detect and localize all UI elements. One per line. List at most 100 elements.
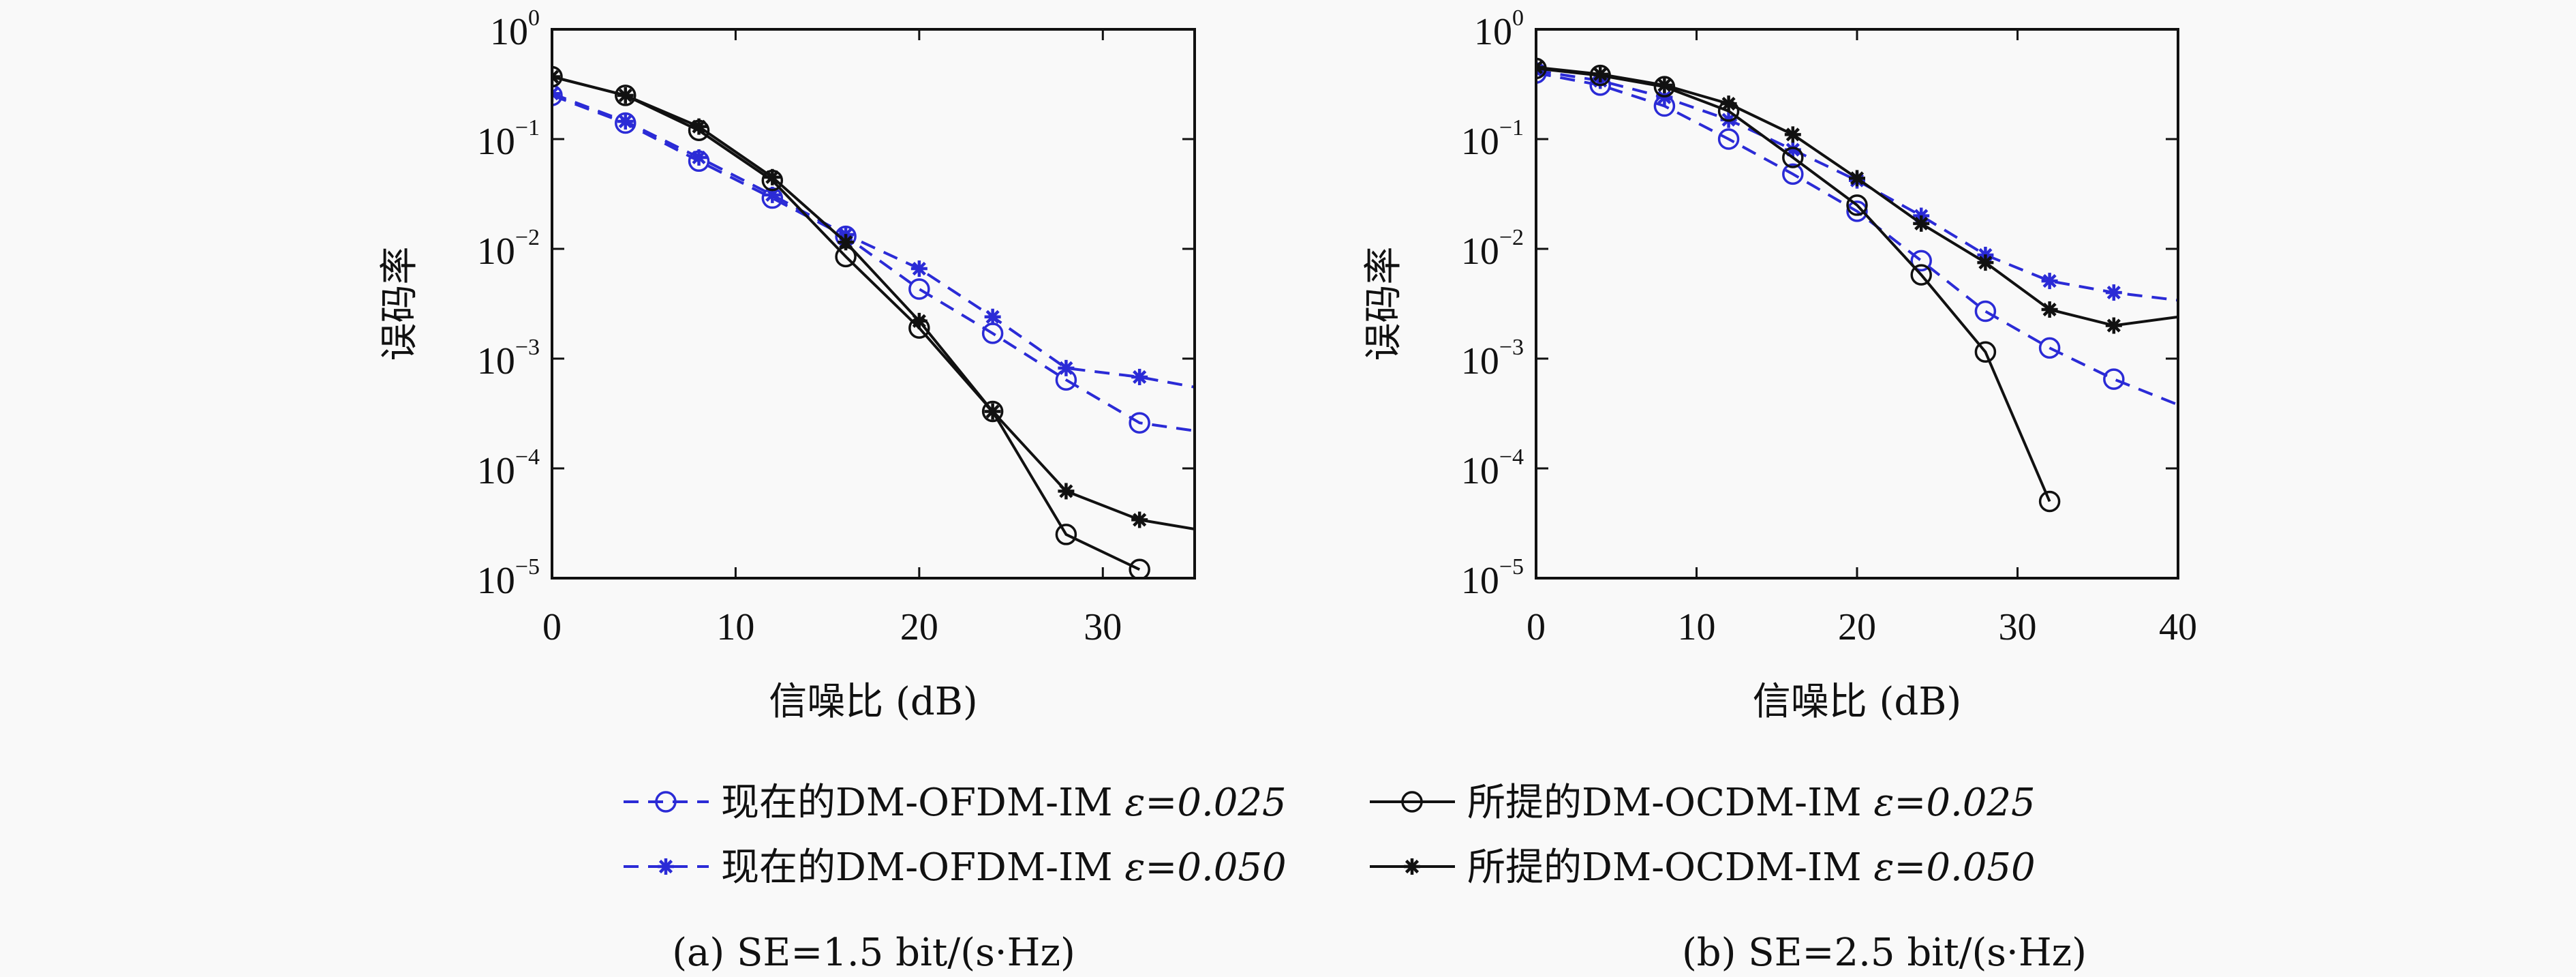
data-point-a-3-3 [764, 168, 781, 185]
y-tick-label-b-5: 10−5 [1461, 554, 1524, 602]
x-axis-label-b: 信噪比 (dB) [1753, 680, 1962, 724]
data-point-a-3-6 [984, 403, 1001, 420]
data-point-a-2-6 [981, 400, 1004, 423]
chart-b: 0 10 20 30 40 100 10−1 10−2 10−3 10−4 10−5 信噪比 (dB)… [1362, 5, 2197, 724]
x-tick-label-b-3: 30 [1999, 606, 2037, 648]
caption-b: (b) SE=2.5 bit/(s·Hz) [1682, 931, 2087, 975]
data-point-b-3-3 [1720, 95, 1737, 112]
series-line-b-1 [1536, 69, 2178, 302]
data-point-b-2-4 [1782, 147, 1804, 168]
legend-label-3: 所提的DM-OCDM-IM ε=0.050 [1467, 845, 2036, 890]
data-point-b-0-5 [1846, 200, 1868, 222]
data-point-a-1-1 [617, 113, 634, 130]
data-point-a-1-2 [690, 149, 707, 166]
x-tick-label-b-2: 20 [1838, 606, 1876, 648]
data-point-a-0-0 [552, 85, 563, 106]
legend-label-1: 所提的DM-OCDM-IM ε=0.025 [1467, 781, 2036, 825]
data-point-b-3-1 [1592, 65, 1609, 82]
caption-a: (a) SE=1.5 bit/(s·Hz) [672, 931, 1075, 975]
data-point-a-3-1 [617, 87, 634, 104]
data-point-b-1-9 [2105, 284, 2122, 301]
data-point-a-3-8 [1131, 511, 1148, 528]
plot-frame-b [1535, 28, 2179, 580]
legend-item-3: 所提的DM-OCDM-IM ε=0.050 [1370, 845, 2036, 890]
series-line-b-0 [1536, 72, 2178, 406]
data-point-a-0-5 [908, 278, 930, 300]
x-tick-label-a-3: 30 [1084, 606, 1122, 648]
data-point-b-3-9 [2105, 317, 2122, 334]
y-axis-label-b: 误码率 [1362, 247, 1406, 361]
data-point-b-0-8 [2038, 337, 2061, 359]
y-tick-label-a-4: 10−4 [477, 445, 540, 492]
data-point-b-3-5 [1849, 170, 1865, 187]
y-tick-label-a-0: 100 [490, 5, 540, 53]
data-point-b-2-6 [1910, 264, 1932, 286]
data-point-b-0-6 [1910, 250, 1932, 272]
y-axis-label-a: 误码率 [378, 247, 422, 361]
legend-item-2: 现在的DM-OFDM-IM ε=0.050 [624, 845, 1287, 890]
x-tick-label-b-0: 0 [1527, 606, 1546, 648]
series-line-b-2 [1536, 67, 2051, 502]
y-tick-label-a-3: 10−3 [477, 335, 540, 382]
data-point-b-2-5 [1846, 194, 1868, 216]
data-point-a-1-5 [910, 260, 927, 277]
data-point-a-3-5 [910, 312, 927, 329]
x-tick-label-a-2: 20 [900, 606, 938, 648]
legend-label-2: 现在的DM-OFDM-IM ε=0.050 [721, 845, 1287, 890]
data-point-a-1-8 [1131, 368, 1148, 385]
x-tick-label-b-1: 10 [1678, 606, 1716, 648]
data-point-a-0-8 [1129, 412, 1150, 434]
data-point-b-0-7 [1974, 300, 1997, 322]
series-markers-a-0 [552, 85, 1150, 434]
legend-marker-2 [658, 858, 674, 875]
legend-item-1: 所提的DM-OCDM-IM ε=0.025 [1370, 781, 2036, 825]
series-line-a-3 [552, 75, 1195, 530]
series-markers-a-3 [552, 68, 1148, 528]
legend: 现在的DM-OFDM-IM ε=0.025 所提的DM-OCDM-IM ε=0.0… [624, 781, 2036, 890]
series-line-a-1 [552, 92, 1195, 389]
data-point-b-3-0 [1536, 59, 1544, 76]
y-tick-label-b-0: 100 [1474, 5, 1524, 53]
data-point-a-2-8 [1129, 558, 1150, 578]
y-tick-label-b-3: 10−3 [1461, 335, 1524, 382]
series-line-a-0 [552, 94, 1195, 432]
y-tick-label-a-5: 10−5 [477, 554, 540, 602]
data-point-a-3-7 [1058, 483, 1075, 500]
y-tick-label-b-4: 10−4 [1461, 445, 1524, 492]
data-point-a-3-4 [838, 234, 855, 251]
x-tick-label-a-0: 0 [542, 606, 562, 648]
y-tick-label-a-2: 10−2 [477, 225, 540, 273]
data-point-b-3-4 [1784, 126, 1801, 143]
data-point-b-3-2 [1656, 76, 1673, 93]
data-point-a-2-0 [552, 65, 563, 88]
data-point-b-1-8 [2041, 273, 2058, 290]
series-markers-a-2 [552, 65, 1150, 578]
series-markers-b-3 [1536, 59, 2122, 334]
data-point-b-2-8 [2038, 490, 2061, 513]
data-point-a-2-7 [1055, 524, 1077, 545]
y-tick-label-b-1: 10−1 [1461, 115, 1524, 163]
data-point-a-1-6 [984, 308, 1001, 325]
x-axis-label-a: 信噪比 (dB) [769, 680, 978, 724]
legend-marker-0 [655, 791, 677, 813]
y-tick-label-b-2: 10−2 [1461, 225, 1524, 273]
y-tick-label-a-1: 10−1 [477, 115, 540, 163]
plot-frame-a [551, 28, 1196, 580]
data-point-b-0-4 [1782, 163, 1804, 185]
legend-marker-3 [1404, 858, 1420, 875]
legend-label-0: 现在的DM-OFDM-IM ε=0.025 [721, 781, 1287, 825]
series-line-a-2 [552, 75, 1141, 571]
data-point-a-3-2 [690, 118, 707, 135]
data-point-b-3-7 [1977, 254, 1994, 271]
data-point-a-1-0 [552, 85, 560, 102]
chart-a: 0 10 20 30 100 10−1 10−2 10−3 10−4 10−5 信噪比 (dB) 误码… [378, 5, 1196, 724]
data-point-a-3-0 [552, 68, 560, 85]
legend-marker-1 [1401, 791, 1423, 813]
data-point-b-3-6 [1913, 215, 1930, 232]
data-point-b-2-7 [1974, 341, 1997, 363]
data-point-a-1-7 [1058, 359, 1075, 376]
x-tick-label-a-1: 10 [716, 606, 754, 648]
data-point-b-0-9 [2103, 368, 2125, 390]
x-tick-label-b-4: 40 [2159, 606, 2197, 648]
